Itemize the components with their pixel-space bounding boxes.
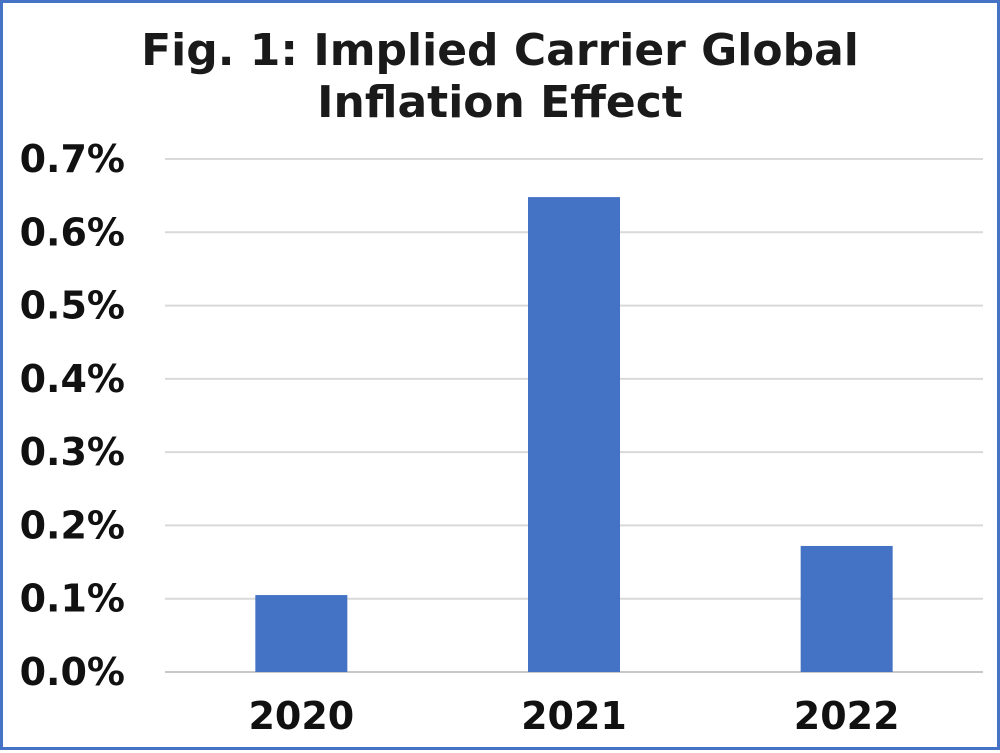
bar-chart: 0.0% 0.1% 0.2% 0.3% 0.4% 0.5% 0.6% 0.7% 2020 2021…	[20, 137, 983, 738]
x-tick-label: 2021	[521, 694, 627, 738]
chart-title-line-2: Inflation Effect	[317, 77, 683, 128]
bar-2022	[800, 545, 893, 672]
y-tick-label: 0.2%	[20, 503, 125, 547]
y-tick-label: 0.7%	[20, 137, 125, 181]
x-tick-label: 2020	[248, 694, 354, 738]
x-tick-label: 2022	[794, 694, 900, 738]
bar-2021	[528, 197, 620, 672]
y-tick-label: 0.5%	[20, 284, 125, 328]
chart-title: Fig. 1: Implied Carrier Global Inflation…	[3, 25, 997, 129]
y-tick-label: 0.6%	[20, 210, 125, 254]
y-tick-label: 0.4%	[20, 357, 125, 401]
y-tick-label: 0.1%	[20, 577, 125, 621]
bar-2020	[255, 595, 348, 672]
y-tick-label: 0.0%	[20, 650, 125, 694]
chart-title-line-1: Fig. 1: Implied Carrier Global	[141, 25, 859, 76]
y-tick-label: 0.3%	[20, 430, 125, 474]
